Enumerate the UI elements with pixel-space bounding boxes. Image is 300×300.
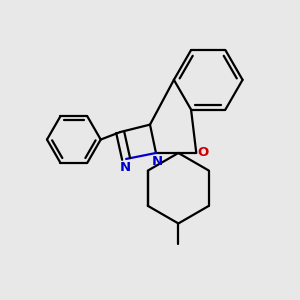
- Text: N: N: [152, 155, 163, 168]
- Text: N: N: [120, 161, 131, 174]
- Text: O: O: [197, 146, 208, 159]
